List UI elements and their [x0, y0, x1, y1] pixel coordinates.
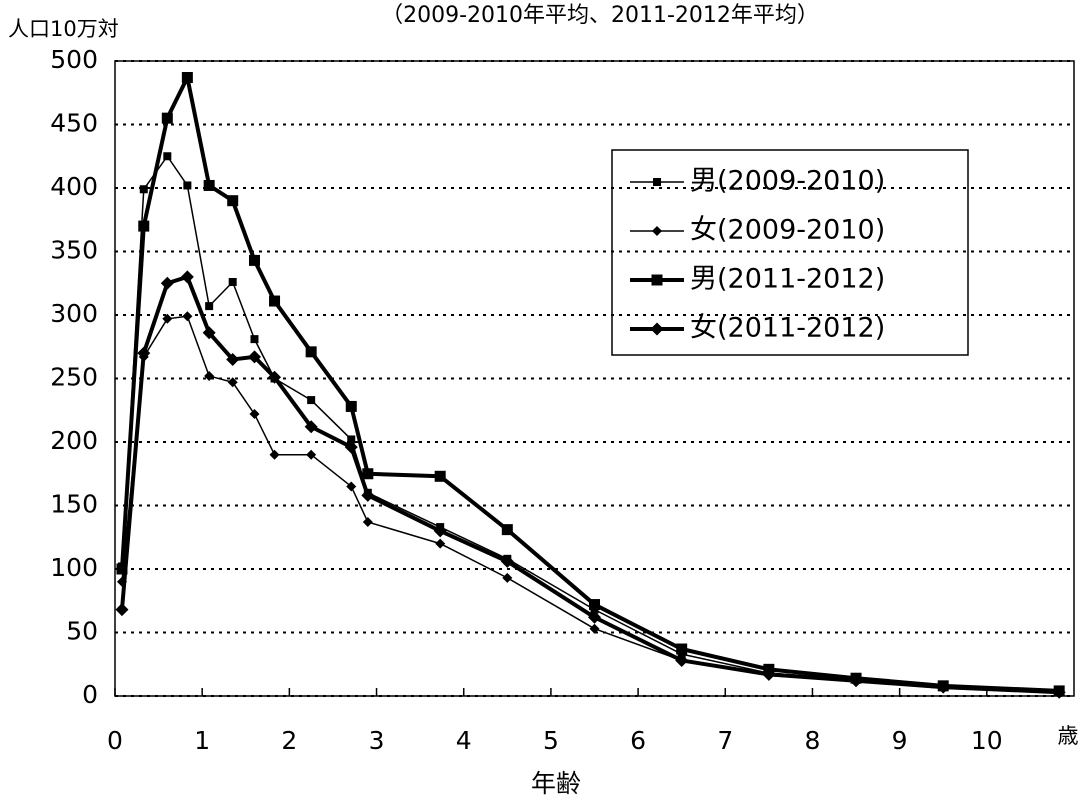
- legend-label: 女(2011-2012): [690, 313, 885, 344]
- marker: [160, 276, 174, 290]
- marker: [228, 277, 237, 286]
- x-tick-label: 2: [281, 726, 297, 755]
- y-tick-label: 150: [50, 490, 98, 519]
- marker: [180, 270, 194, 284]
- chart-title: （2009-2010年平均、2011-2012年平均）: [381, 3, 819, 28]
- series-line: [121, 315, 1060, 693]
- y-tick-label: 100: [50, 553, 98, 582]
- marker: [307, 396, 316, 405]
- marker: [346, 481, 357, 492]
- y-tick-label: 450: [50, 109, 98, 138]
- marker: [362, 468, 374, 480]
- marker: [434, 470, 446, 482]
- marker: [652, 226, 662, 236]
- marker: [362, 517, 373, 528]
- marker: [361, 488, 375, 502]
- x-tick-label: 0: [107, 726, 123, 755]
- x-tick-label: 9: [892, 726, 908, 755]
- x-tick-label: 6: [630, 726, 646, 755]
- marker: [501, 524, 513, 536]
- marker: [183, 181, 192, 190]
- marker: [433, 524, 447, 538]
- y-tick-label: 250: [50, 363, 98, 392]
- marker: [502, 572, 513, 583]
- marker: [650, 322, 664, 336]
- marker: [762, 667, 776, 681]
- x-tick-label: 5: [543, 726, 559, 755]
- marker: [588, 610, 601, 624]
- marker: [161, 112, 173, 124]
- marker: [182, 311, 193, 322]
- marker: [163, 152, 172, 161]
- marker: [162, 313, 173, 324]
- x-tick-label: 3: [369, 726, 385, 755]
- marker: [675, 653, 689, 667]
- marker: [589, 623, 600, 634]
- marker: [227, 377, 238, 388]
- x-tick-label: 7: [717, 726, 733, 755]
- y-tick-label: 300: [50, 299, 98, 328]
- marker: [589, 599, 600, 611]
- y-axis-label: 人口10万対: [8, 17, 119, 41]
- marker: [936, 680, 950, 694]
- marker: [653, 178, 661, 186]
- legend-label: 男(2009-2010): [690, 166, 885, 197]
- marker: [249, 409, 260, 420]
- marker: [306, 449, 317, 460]
- marker: [226, 352, 240, 366]
- marker: [651, 274, 663, 286]
- x-tick-label: 10: [971, 726, 1003, 755]
- marker: [138, 220, 150, 232]
- marker: [250, 335, 259, 344]
- marker: [115, 603, 129, 617]
- marker: [269, 295, 281, 307]
- marker: [345, 400, 357, 412]
- y-tick-label: 350: [50, 236, 98, 265]
- y-tick-label: 400: [50, 172, 98, 201]
- marker: [676, 643, 688, 655]
- marker: [202, 326, 216, 340]
- y-tick-label: 0: [82, 680, 98, 709]
- y-tick-label: 500: [50, 45, 98, 74]
- legend-label: 男(2011-2012): [690, 264, 885, 295]
- marker: [205, 302, 214, 311]
- x-tick-label: 4: [456, 726, 472, 755]
- marker: [344, 440, 358, 454]
- marker: [269, 449, 280, 460]
- legend-label: 女(2009-2010): [690, 215, 885, 246]
- x-tick-label: 1: [194, 726, 210, 755]
- marker: [248, 254, 260, 266]
- marker: [1052, 685, 1066, 699]
- marker: [247, 350, 261, 364]
- x-axis-label: 年齢: [531, 769, 581, 798]
- x-axis-unit: 歳: [1058, 724, 1079, 748]
- marker: [137, 346, 151, 360]
- y-tick-label: 200: [50, 426, 98, 455]
- marker: [500, 554, 514, 568]
- marker: [139, 185, 148, 194]
- marker: [305, 346, 317, 358]
- marker: [304, 420, 318, 434]
- marker: [849, 674, 863, 688]
- marker: [347, 435, 356, 444]
- marker: [116, 563, 128, 575]
- marker: [227, 195, 239, 207]
- marker: [435, 538, 446, 549]
- marker: [203, 179, 215, 191]
- marker: [204, 370, 215, 381]
- marker: [181, 72, 193, 84]
- x-tick-label: 8: [805, 726, 821, 755]
- marker: [268, 370, 282, 384]
- y-tick-label: 50: [66, 617, 98, 646]
